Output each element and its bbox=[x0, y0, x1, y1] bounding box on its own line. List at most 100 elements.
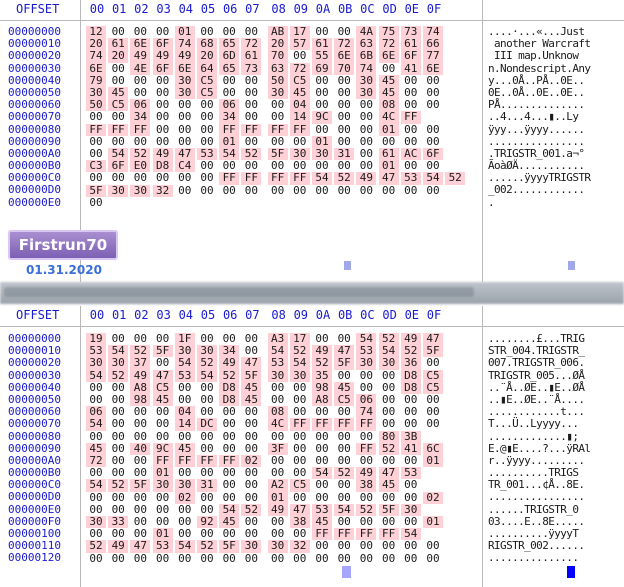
hex-byte[interactable]: 01 bbox=[174, 25, 195, 39]
hex-byte[interactable]: 00 bbox=[244, 490, 259, 504]
hex-byte[interactable]: 00 bbox=[337, 86, 351, 99]
hex-byte[interactable]: 00 bbox=[89, 195, 103, 209]
hex-byte[interactable]: D8 bbox=[152, 159, 173, 173]
hex-byte[interactable]: E0 bbox=[130, 159, 151, 173]
ascii-row[interactable]: n.Nondescript.Any bbox=[488, 61, 591, 75]
hex-byte[interactable]: 53 bbox=[197, 147, 217, 161]
hex-byte[interactable]: 00 bbox=[111, 527, 125, 541]
hex-byte[interactable]: 50 bbox=[86, 98, 106, 112]
hex-byte[interactable]: 57 bbox=[289, 37, 310, 51]
hex-byte[interactable]: 00 bbox=[89, 429, 103, 443]
hex-byte[interactable]: 30 bbox=[130, 184, 151, 197]
hex-byte[interactable]: 55 bbox=[312, 50, 332, 63]
hex-byte[interactable]: 30 bbox=[86, 515, 106, 529]
hex-byte[interactable]: 63 bbox=[356, 37, 377, 51]
ascii-row[interactable]: ..........TRIGS bbox=[488, 466, 579, 480]
hex-byte[interactable]: 00 bbox=[200, 527, 214, 541]
hex-byte[interactable]: 01 bbox=[219, 135, 240, 148]
hex-byte[interactable]: 00 bbox=[111, 380, 125, 394]
hex-byte[interactable]: 9C bbox=[152, 442, 173, 455]
hex-byte[interactable]: 75 bbox=[378, 25, 399, 39]
hex-byte[interactable]: FF bbox=[312, 418, 332, 431]
hex-byte[interactable]: 00 bbox=[337, 454, 351, 467]
hex-byte[interactable]: FF bbox=[378, 527, 399, 541]
hex-byte[interactable]: 00 bbox=[293, 183, 307, 197]
hex-byte[interactable]: 08 bbox=[267, 405, 288, 419]
hex-byte[interactable]: 54 bbox=[108, 147, 129, 161]
hex-byte[interactable]: FF bbox=[86, 123, 106, 136]
hex-byte[interactable]: FF bbox=[108, 123, 129, 136]
hex-byte[interactable]: 00 bbox=[89, 551, 103, 565]
hex-byte[interactable]: FF bbox=[267, 123, 288, 136]
ascii-row[interactable]: PÅ.............. bbox=[488, 98, 585, 112]
hex-byte[interactable]: 00 bbox=[293, 454, 307, 467]
hex-byte[interactable]: 41 bbox=[400, 442, 421, 455]
hex-byte[interactable]: 53 bbox=[400, 466, 421, 480]
hex-byte[interactable]: 54 bbox=[423, 172, 443, 185]
hex-byte[interactable]: 61 bbox=[400, 37, 421, 51]
hex-byte[interactable]: 00 bbox=[270, 159, 285, 173]
hex-byte[interactable]: 52 bbox=[445, 172, 466, 185]
hex-byte[interactable]: 02 bbox=[423, 491, 443, 504]
hex-byte[interactable]: 00 bbox=[133, 490, 148, 504]
hex-byte[interactable]: 00 bbox=[337, 539, 351, 553]
hex-byte[interactable]: 00 bbox=[111, 61, 125, 75]
hex-byte[interactable]: 01 bbox=[378, 159, 399, 173]
hex-byte[interactable]: 00 bbox=[222, 441, 236, 455]
hex-byte[interactable]: 54 bbox=[334, 503, 355, 516]
hex-byte[interactable]: FF bbox=[334, 527, 355, 541]
hex-byte[interactable]: 00 bbox=[155, 86, 170, 99]
hex-byte[interactable]: 00 bbox=[155, 515, 170, 528]
hex-byte[interactable]: 54 bbox=[312, 466, 332, 480]
hex-byte[interactable]: 00 bbox=[426, 122, 440, 136]
hex-byte[interactable]: 30 bbox=[174, 74, 195, 87]
hex-byte[interactable]: 00 bbox=[155, 122, 170, 136]
hex-byte[interactable]: 74 bbox=[356, 405, 377, 419]
hex-byte[interactable]: 00 bbox=[111, 171, 125, 185]
hex-byte[interactable]: 00 bbox=[111, 110, 125, 124]
hex-byte[interactable]: C5 bbox=[289, 74, 310, 87]
hex-byte[interactable]: C5 bbox=[423, 369, 443, 382]
hex-byte[interactable]: 53 bbox=[312, 503, 332, 516]
hex-byte[interactable]: 00 bbox=[178, 429, 192, 443]
hex-byte[interactable]: 00 bbox=[155, 171, 170, 185]
hex-byte[interactable]: 00 bbox=[178, 466, 192, 480]
hex-byte[interactable]: 52 bbox=[108, 479, 129, 492]
hex-byte[interactable]: D8 bbox=[400, 369, 421, 382]
hex-byte[interactable]: 38 bbox=[356, 479, 377, 492]
hex-byte[interactable]: 32 bbox=[152, 184, 173, 197]
hex-byte[interactable]: 47 bbox=[378, 466, 399, 480]
hex-byte[interactable]: 53 bbox=[356, 344, 377, 358]
hex-byte[interactable]: 00 bbox=[244, 86, 259, 99]
ascii-row[interactable]: ................ bbox=[488, 134, 585, 148]
hex-byte[interactable]: 54 bbox=[312, 172, 332, 185]
hex-byte[interactable]: 00 bbox=[222, 478, 236, 492]
hex-byte[interactable]: 6F bbox=[423, 147, 443, 161]
hex-byte[interactable]: D8 bbox=[400, 381, 421, 394]
hex-byte[interactable]: 00 bbox=[111, 454, 125, 467]
hex-byte[interactable]: 34 bbox=[130, 111, 151, 124]
hex-byte[interactable]: 52 bbox=[378, 332, 399, 346]
hex-byte[interactable]: 00 bbox=[359, 183, 374, 197]
hex-byte[interactable]: 00 bbox=[404, 551, 418, 565]
hex-byte[interactable]: 53 bbox=[400, 172, 421, 185]
hex-byte[interactable]: 00 bbox=[359, 539, 374, 553]
hex-byte[interactable]: 00 bbox=[426, 539, 440, 553]
hex-byte[interactable]: 00 bbox=[270, 380, 285, 394]
hex-byte[interactable]: 72 bbox=[241, 37, 262, 51]
hex-byte[interactable]: 61 bbox=[241, 50, 262, 63]
hex-byte[interactable]: 34 bbox=[219, 344, 240, 358]
hex-byte[interactable]: 02 bbox=[174, 491, 195, 504]
hex-byte[interactable]: 00 bbox=[337, 183, 351, 197]
hex-byte[interactable]: 00 bbox=[293, 159, 307, 173]
hex-byte[interactable]: 3F bbox=[267, 442, 288, 455]
hex-byte[interactable]: 00 bbox=[178, 393, 192, 406]
hex-byte[interactable]: 00 bbox=[244, 441, 259, 455]
hex-byte[interactable]: 35 bbox=[312, 369, 332, 382]
hex-byte[interactable]: 1F bbox=[174, 332, 195, 346]
hex-byte[interactable]: 00 bbox=[315, 159, 329, 173]
hex-byte[interactable]: 79 bbox=[86, 74, 106, 87]
hex-byte[interactable]: 5F bbox=[334, 357, 355, 370]
hex-byte[interactable]: 00 bbox=[404, 539, 418, 553]
hex-byte[interactable]: C3 bbox=[86, 159, 106, 173]
